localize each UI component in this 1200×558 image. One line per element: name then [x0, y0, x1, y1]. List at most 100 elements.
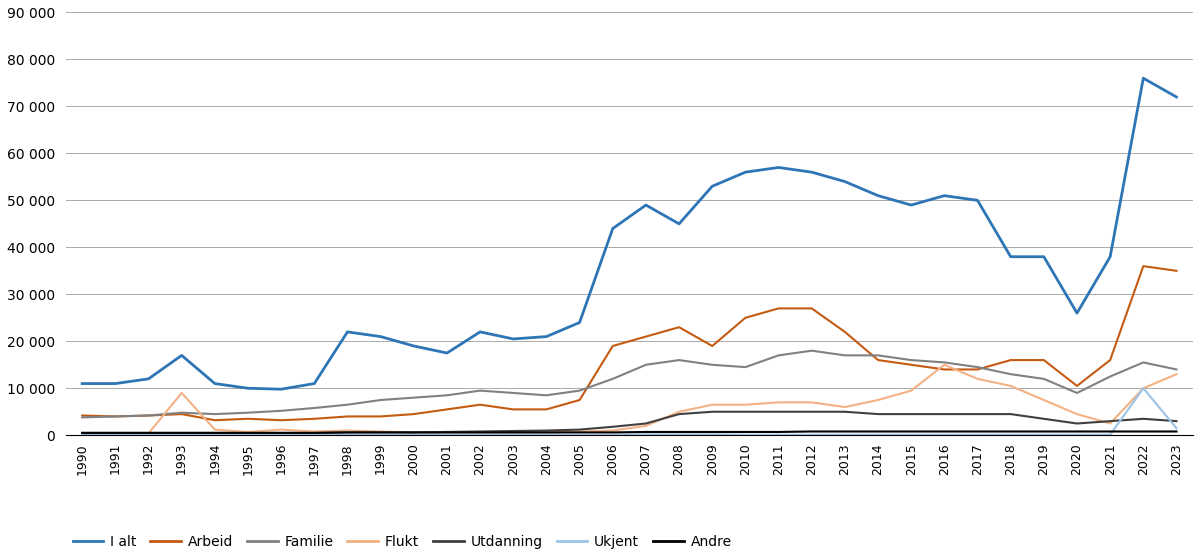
Andre	[937, 428, 952, 435]
Familie	[937, 359, 952, 366]
Line: Familie: Familie	[82, 350, 1176, 417]
Arbeid	[672, 324, 686, 330]
I alt	[804, 169, 818, 176]
Flukt	[838, 403, 852, 410]
Flukt	[539, 429, 553, 436]
Familie	[738, 364, 752, 371]
Andre	[871, 428, 886, 435]
Utdanning	[208, 430, 222, 436]
Arbeid	[838, 329, 852, 335]
Familie	[142, 412, 156, 419]
Ukjent	[208, 431, 222, 438]
Andre	[606, 429, 620, 436]
I alt	[208, 380, 222, 387]
I alt	[439, 350, 454, 357]
Arbeid	[407, 411, 421, 417]
Familie	[1169, 366, 1183, 373]
I alt	[937, 193, 952, 199]
Utdanning	[1003, 411, 1018, 417]
Ukjent	[1037, 431, 1051, 438]
Arbeid	[1037, 357, 1051, 363]
Familie	[341, 401, 355, 408]
Flukt	[1069, 411, 1084, 417]
Ukjent	[142, 431, 156, 438]
Flukt	[871, 397, 886, 403]
Flukt	[439, 429, 454, 436]
Andre	[74, 430, 89, 436]
Andre	[1069, 428, 1084, 435]
Familie	[804, 347, 818, 354]
Ukjent	[341, 431, 355, 438]
Line: Utdanning: Utdanning	[82, 412, 1176, 433]
Andre	[638, 429, 653, 435]
Ukjent	[307, 431, 322, 438]
I alt	[672, 220, 686, 227]
Utdanning	[772, 408, 786, 415]
Utdanning	[838, 408, 852, 415]
Flukt	[473, 429, 487, 436]
Andre	[738, 429, 752, 435]
Arbeid	[307, 416, 322, 422]
Utdanning	[638, 420, 653, 427]
Flukt	[1136, 385, 1151, 392]
Flukt	[672, 408, 686, 415]
Ukjent	[174, 431, 188, 438]
Arbeid	[1003, 357, 1018, 363]
Andre	[706, 429, 720, 435]
I alt	[572, 319, 587, 326]
I alt	[341, 329, 355, 335]
Arbeid	[1136, 263, 1151, 270]
Andre	[341, 429, 355, 436]
Flukt	[142, 430, 156, 437]
Utdanning	[706, 408, 720, 415]
Arbeid	[539, 406, 553, 413]
Utdanning	[572, 426, 587, 433]
Andre	[1169, 428, 1183, 435]
I alt	[142, 376, 156, 382]
Flukt	[706, 401, 720, 408]
Utdanning	[439, 429, 454, 435]
Utdanning	[738, 408, 752, 415]
Familie	[539, 392, 553, 398]
I alt	[241, 385, 256, 392]
I alt	[738, 169, 752, 176]
Arbeid	[572, 397, 587, 403]
Andre	[1136, 428, 1151, 435]
Arbeid	[971, 366, 985, 373]
Flukt	[108, 430, 122, 437]
Utdanning	[506, 427, 521, 434]
I alt	[706, 183, 720, 190]
I alt	[1169, 94, 1183, 100]
Andre	[373, 429, 388, 436]
Ukjent	[439, 431, 454, 438]
Andre	[274, 430, 288, 436]
Arbeid	[904, 362, 918, 368]
Arbeid	[174, 411, 188, 417]
Arbeid	[638, 333, 653, 340]
Andre	[672, 429, 686, 435]
Utdanning	[1037, 416, 1051, 422]
Arbeid	[142, 412, 156, 419]
Arbeid	[241, 416, 256, 422]
Andre	[1037, 428, 1051, 435]
I alt	[772, 164, 786, 171]
Utdanning	[539, 427, 553, 434]
Utdanning	[1103, 418, 1117, 425]
Flukt	[638, 422, 653, 429]
Flukt	[804, 399, 818, 406]
Familie	[1103, 373, 1117, 380]
Flukt	[407, 429, 421, 436]
Andre	[539, 429, 553, 436]
Utdanning	[1069, 420, 1084, 427]
Flukt	[606, 427, 620, 434]
Utdanning	[1136, 416, 1151, 422]
Flukt	[208, 426, 222, 433]
Andre	[174, 430, 188, 436]
Familie	[1136, 359, 1151, 366]
I alt	[1037, 253, 1051, 260]
Familie	[506, 389, 521, 396]
I alt	[506, 335, 521, 342]
Utdanning	[241, 430, 256, 436]
Flukt	[738, 401, 752, 408]
Andre	[241, 430, 256, 436]
